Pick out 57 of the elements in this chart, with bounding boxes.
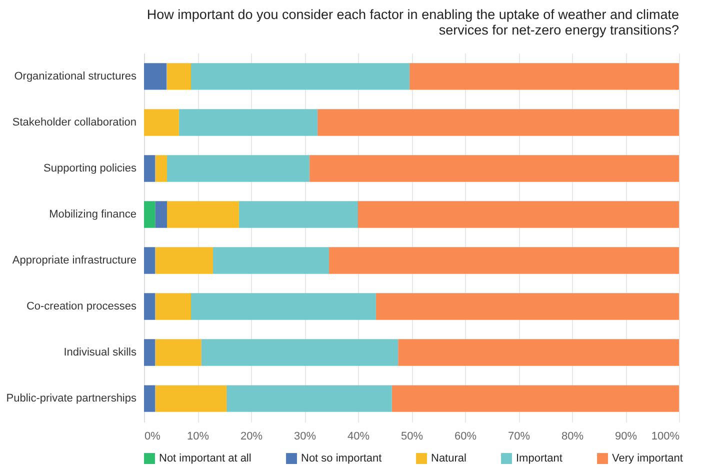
y-tick-label: Public-private partnerships <box>6 392 137 405</box>
bar <box>166 63 191 90</box>
x-tick-label: 80% <box>561 430 584 442</box>
bar <box>144 155 156 182</box>
x-tick-label: 100% <box>651 430 680 442</box>
bar <box>213 247 329 274</box>
bar <box>226 385 392 412</box>
x-tick-label: 90% <box>614 430 638 442</box>
y-tick-label: Stakeholder collaboration <box>12 116 136 128</box>
bar <box>155 247 214 274</box>
x-tick-label: 50% <box>400 430 424 442</box>
legend-label: Not so important <box>301 452 382 465</box>
bar <box>144 63 166 90</box>
bar <box>155 293 191 320</box>
bar <box>376 293 679 320</box>
bar <box>178 109 318 136</box>
y-tick-label: Organizational structures <box>14 70 137 82</box>
x-tick-label: 30% <box>294 430 316 442</box>
bar <box>309 155 679 182</box>
bar <box>190 293 376 320</box>
legend-label: Natural <box>431 452 466 465</box>
x-tick-label: 40% <box>347 430 370 442</box>
bar <box>409 63 679 90</box>
legend-label: Important <box>516 452 562 465</box>
y-tick-label: Supporting policies <box>44 162 137 174</box>
bar <box>144 339 156 366</box>
chart-title: How important do you consider each factor in enabling the uptake of weather and climate services for net-zero energy transitions? <box>146 7 679 38</box>
bar <box>190 63 410 90</box>
bar <box>155 201 168 228</box>
x-tick-label: 20% <box>240 430 263 442</box>
bar <box>238 201 358 228</box>
y-tick-label: Appropriate infrastructure <box>12 254 136 267</box>
bar <box>392 385 679 412</box>
bar <box>167 155 310 182</box>
bar <box>201 339 398 366</box>
bar <box>328 247 679 274</box>
x-tick-label: 70% <box>508 430 530 442</box>
x-tick-label: 0% <box>144 430 161 442</box>
bar <box>144 247 156 274</box>
bar <box>398 339 679 366</box>
bar <box>144 109 179 136</box>
y-tick-label: Mobilizing finance <box>49 208 136 220</box>
bar <box>155 339 202 366</box>
bar <box>144 385 156 412</box>
y-tick-label: Indivisual skills <box>64 346 137 359</box>
bar <box>357 201 679 228</box>
bar <box>167 201 239 228</box>
bar <box>317 109 679 136</box>
legend-label: Not important at all <box>159 452 252 465</box>
bar <box>144 201 156 228</box>
x-tick-label: 60% <box>454 430 477 442</box>
legend-label: Very important <box>612 452 683 465</box>
bar <box>155 385 226 412</box>
y-tick-label: Co-creation processes <box>26 300 137 313</box>
bar <box>155 155 168 182</box>
bar <box>144 293 156 320</box>
x-tick-label: 10% <box>186 430 210 442</box>
